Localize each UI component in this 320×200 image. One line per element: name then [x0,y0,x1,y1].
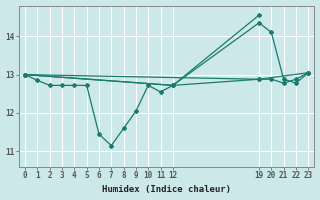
X-axis label: Humidex (Indice chaleur): Humidex (Indice chaleur) [102,185,231,194]
